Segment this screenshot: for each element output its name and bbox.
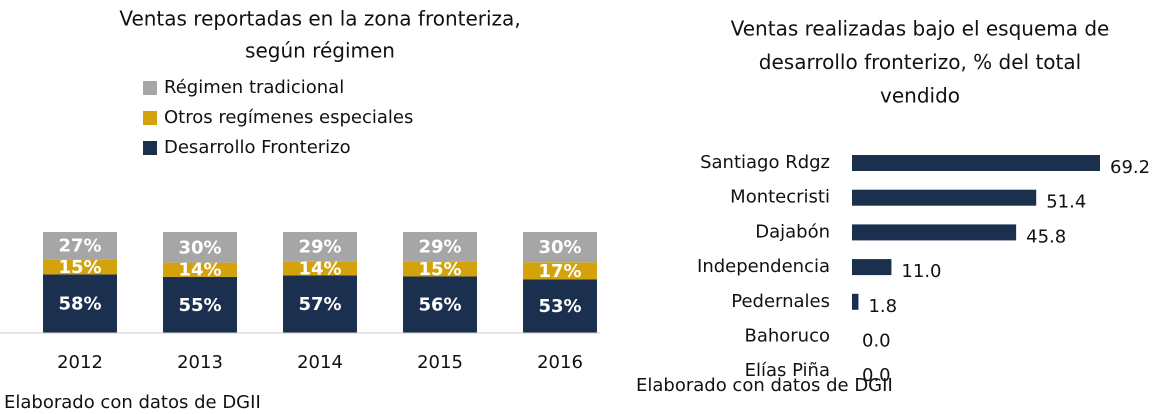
y-tick-label: Pedernales	[731, 291, 830, 312]
data-label: 17%	[538, 261, 581, 282]
bar	[852, 155, 1100, 171]
data-label: 58%	[58, 294, 101, 315]
bar-segment	[283, 261, 357, 276]
bar-segment	[43, 259, 117, 275]
x-tick-label: 2015	[417, 352, 463, 373]
data-label: 55%	[178, 295, 221, 316]
bar-segment	[43, 232, 117, 260]
legend-label: Régimen tradicional	[164, 77, 344, 98]
data-label: 27%	[58, 236, 101, 257]
x-tick-label: 2012	[57, 352, 103, 373]
data-label: 57%	[298, 294, 341, 315]
bar-segment	[163, 276, 237, 333]
bar	[852, 189, 1037, 206]
legend-swatch	[143, 81, 157, 95]
bar	[852, 224, 1017, 241]
bar-segment	[403, 232, 477, 262]
chart-title: Ventas reportadas en la zona fronteriza,	[119, 7, 520, 31]
x-tick-label: 2013	[177, 352, 223, 373]
y-tick-label: Independencia	[697, 256, 830, 277]
legend-swatch	[143, 111, 157, 125]
data-label: 29%	[418, 237, 461, 258]
bar-segment	[163, 232, 237, 263]
data-label: 45.8	[1026, 226, 1066, 247]
data-label: 11.0	[901, 261, 941, 282]
bar-segment	[523, 279, 597, 333]
bar	[852, 259, 892, 276]
chart-title: desarrollo fronterizo, % del total	[759, 50, 1081, 74]
bar	[852, 293, 859, 310]
legend-label: Desarrollo Fronterizo	[164, 137, 351, 158]
chart-title: según régimen	[245, 39, 395, 63]
data-label: 15%	[418, 259, 461, 280]
x-tick-label: 2014	[297, 352, 343, 373]
source-note: Elaborado con datos de DGII	[636, 375, 893, 396]
data-label: 51.4	[1046, 192, 1086, 213]
data-label: 69.2	[1110, 157, 1150, 178]
data-label: 0.0	[862, 365, 891, 386]
bar-segment	[403, 276, 477, 333]
bar-segment	[43, 274, 117, 333]
data-label: 30%	[538, 237, 581, 258]
y-tick-label: Elías Piña	[745, 360, 830, 381]
data-label: 53%	[538, 296, 581, 317]
data-label: 15%	[58, 257, 101, 278]
bar-segment	[523, 262, 597, 280]
y-tick-label: Santiago Rdgz	[700, 152, 830, 173]
bar-segment	[283, 232, 357, 262]
data-label: 14%	[178, 260, 221, 281]
chart-title: vendido	[880, 84, 960, 108]
data-label: 56%	[418, 295, 461, 316]
legend-label: Otros regímenes especiales	[164, 107, 413, 128]
data-label: 0.0	[862, 331, 891, 352]
bar-segment	[163, 262, 237, 277]
data-label: 30%	[178, 237, 221, 258]
data-label: 29%	[298, 237, 341, 258]
y-tick-label: Dajabón	[755, 221, 830, 242]
y-tick-label: Montecristi	[730, 187, 830, 208]
bar-segment	[523, 232, 597, 263]
y-tick-label: Bahoruco	[744, 326, 830, 347]
bar-segment	[283, 275, 357, 333]
legend-swatch	[143, 141, 157, 155]
bar-segment	[403, 261, 477, 277]
chart-title: Ventas realizadas bajo el esquema de	[731, 17, 1110, 41]
source-note: Elaborado con datos de DGII	[4, 392, 261, 413]
data-label: 1.8	[868, 296, 897, 317]
x-tick-label: 2016	[537, 352, 583, 373]
data-label: 14%	[298, 258, 341, 279]
